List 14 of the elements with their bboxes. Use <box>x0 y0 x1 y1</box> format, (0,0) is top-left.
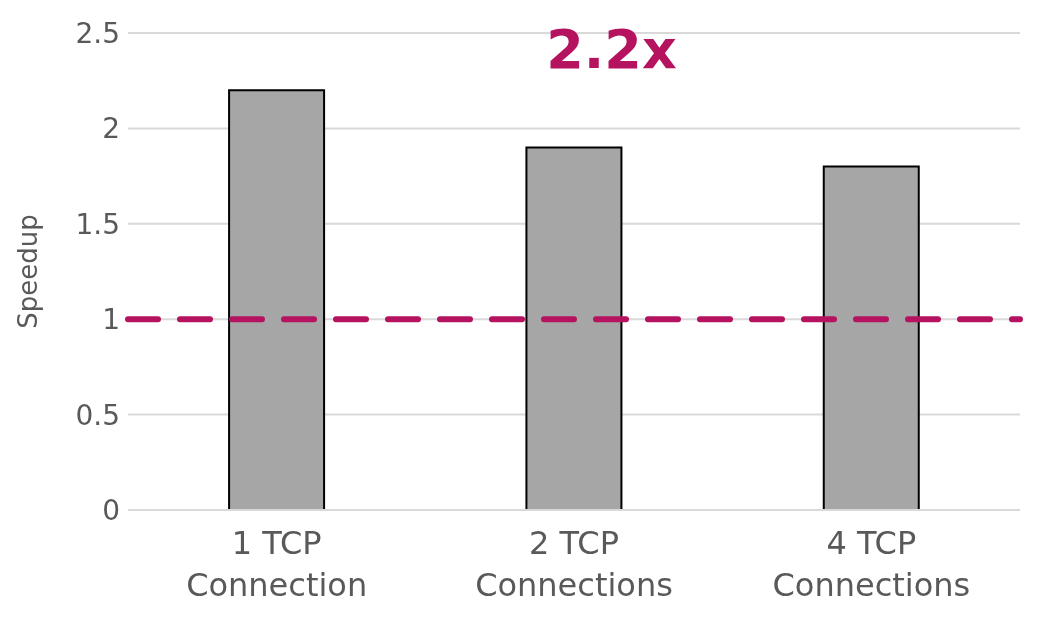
y-tick-label: 1.5 <box>75 207 120 241</box>
y-tick-label: 0 <box>102 493 120 527</box>
y-tick-label: 0.5 <box>75 398 120 432</box>
annotation: 2.2x <box>546 18 677 81</box>
x-tick-label: 4 TCP Connections <box>772 524 971 604</box>
x-tick-label: 2 TCP Connections <box>475 524 673 604</box>
bar <box>822 165 920 510</box>
y-tick-label: 1 <box>102 303 120 337</box>
bar <box>228 89 326 510</box>
bar <box>525 146 623 510</box>
y-tick-label: 2 <box>102 112 120 146</box>
y-axis-title: Speedup <box>13 214 44 329</box>
x-tick-label: 1 TCP Connection <box>186 524 368 604</box>
y-tick-label: 2.5 <box>75 16 120 50</box>
